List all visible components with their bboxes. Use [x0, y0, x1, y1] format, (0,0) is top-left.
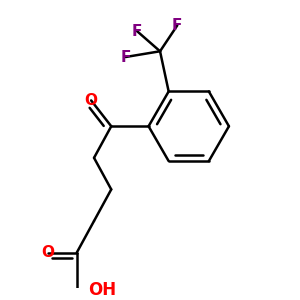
- Text: F: F: [172, 18, 182, 33]
- Text: O: O: [85, 93, 98, 108]
- Text: F: F: [132, 24, 142, 39]
- Text: O: O: [42, 245, 55, 260]
- Text: F: F: [120, 50, 131, 64]
- Text: OH: OH: [88, 281, 116, 299]
